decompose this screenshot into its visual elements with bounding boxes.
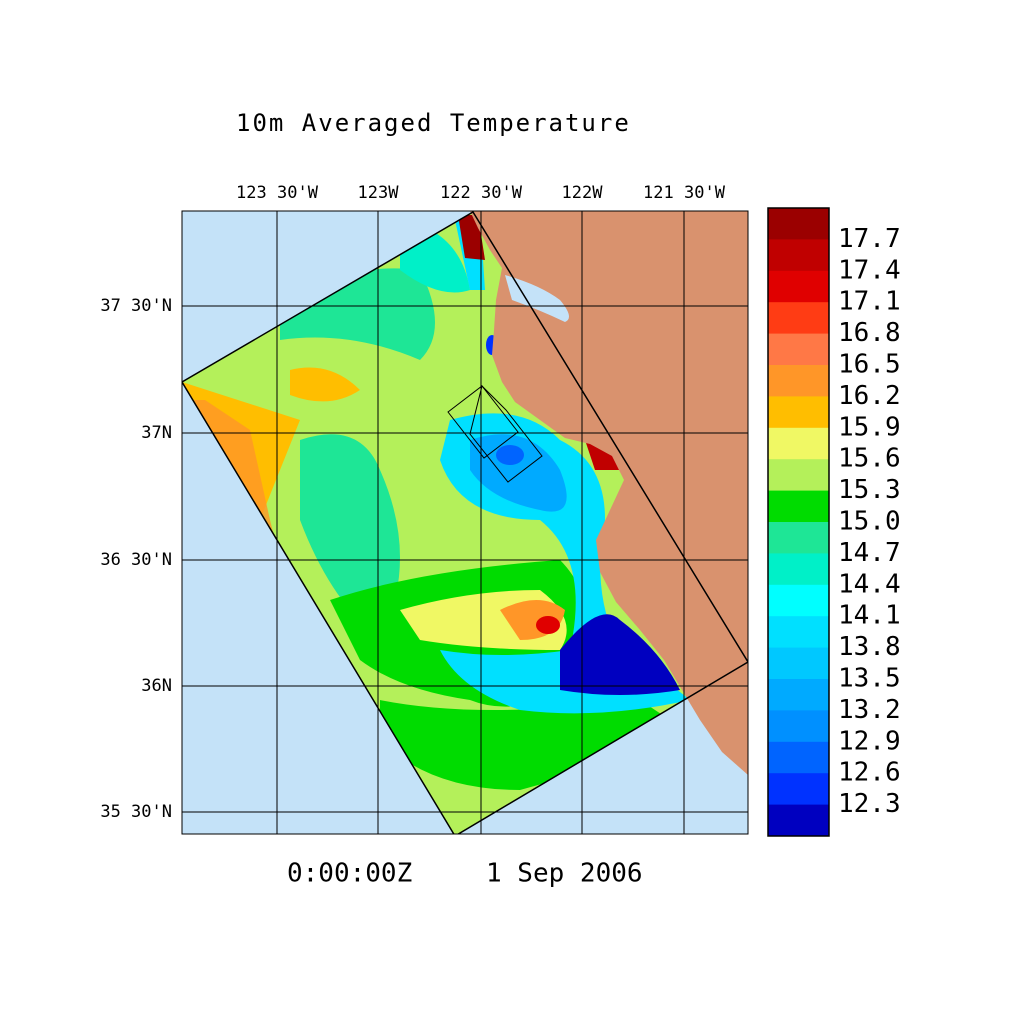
graticule [182, 211, 748, 834]
colorbar-label: 12.9 [838, 726, 901, 756]
longitude-label: 123W [358, 183, 400, 203]
time: 0:00:00Z [287, 859, 412, 889]
map-area [182, 211, 748, 834]
colorbar-swatch [768, 679, 829, 711]
colorbar-label: 16.8 [838, 318, 901, 348]
latitude-label: 37 30'N [100, 296, 172, 316]
colorbar-label: 13.8 [838, 632, 901, 662]
colorbar-swatch [768, 584, 829, 617]
colorbar-swatch [768, 239, 829, 272]
colorbar-label: 15.0 [838, 507, 901, 537]
longitude-label: 123 30'W [236, 183, 319, 203]
colorbar-swatch [768, 490, 829, 523]
colorbar-label: 17.4 [838, 255, 901, 285]
colorbar-label: 14.4 [838, 569, 901, 599]
colorbar-label: 15.9 [838, 412, 901, 442]
longitude-label: 121 30'W [643, 183, 726, 203]
bay [505, 275, 569, 322]
colorbar-swatch [768, 208, 829, 240]
frame [181, 210, 749, 835]
longitude-label: 122W [562, 183, 604, 203]
colorbar-swatch [768, 302, 829, 335]
colorbar-swatch [768, 647, 829, 680]
colorbar-label: 12.3 [838, 789, 901, 819]
longitude-label: 122 30'W [440, 183, 523, 203]
colorbar-label: 17.7 [838, 224, 901, 254]
latitude-label: 36 30'N [100, 550, 172, 570]
colorbar-label: 17.1 [838, 287, 901, 317]
date: 1 Sep 2006 [486, 859, 643, 889]
colorbar-swatch [768, 365, 829, 397]
latitude-label: 36N [141, 676, 172, 696]
land [470, 211, 748, 775]
colorbar-swatch [768, 396, 829, 429]
subdomain [447, 385, 543, 483]
latitude-label: 35 30'N [100, 802, 172, 822]
colorbar-label: 15.6 [838, 444, 901, 474]
colorbar-swatch [768, 427, 829, 460]
colorbar-label: 12.6 [838, 758, 901, 788]
colorbar-label: 15.3 [838, 475, 901, 505]
axis-labels: 123 30'W 123W 122 30'W 122W 121 30'W 37 30'N 3… [100, 183, 725, 822]
colorbar-label: 16.5 [838, 350, 901, 380]
colorbar-swatch [768, 270, 829, 303]
latitude-label: 37N [141, 423, 172, 443]
colorbar-label: 13.2 [838, 695, 901, 725]
colorbar-swatch [768, 553, 829, 586]
colorbar-swatch [768, 522, 829, 554]
colorbar-frame [767, 207, 830, 837]
colorbar-swatch [768, 459, 829, 492]
model-domain [182, 211, 748, 834]
colorbar-swatch [768, 710, 829, 743]
colorbar-label: 14.7 [838, 538, 901, 568]
colorbar-swatch [768, 333, 829, 366]
colorbar: 17.717.417.116.816.516.215.915.615.315.0… [767, 207, 901, 837]
colorbar-swatch [768, 741, 829, 774]
colorbar-label: 16.2 [838, 381, 901, 411]
colorbar-label: 13.5 [838, 664, 901, 694]
colorbar-label: 14.1 [838, 601, 901, 631]
colorbar-swatch [768, 616, 829, 649]
colorbar-swatch [768, 804, 829, 837]
title: 10m Averaged Temperature [236, 109, 631, 137]
colorbar-swatch [768, 773, 829, 806]
